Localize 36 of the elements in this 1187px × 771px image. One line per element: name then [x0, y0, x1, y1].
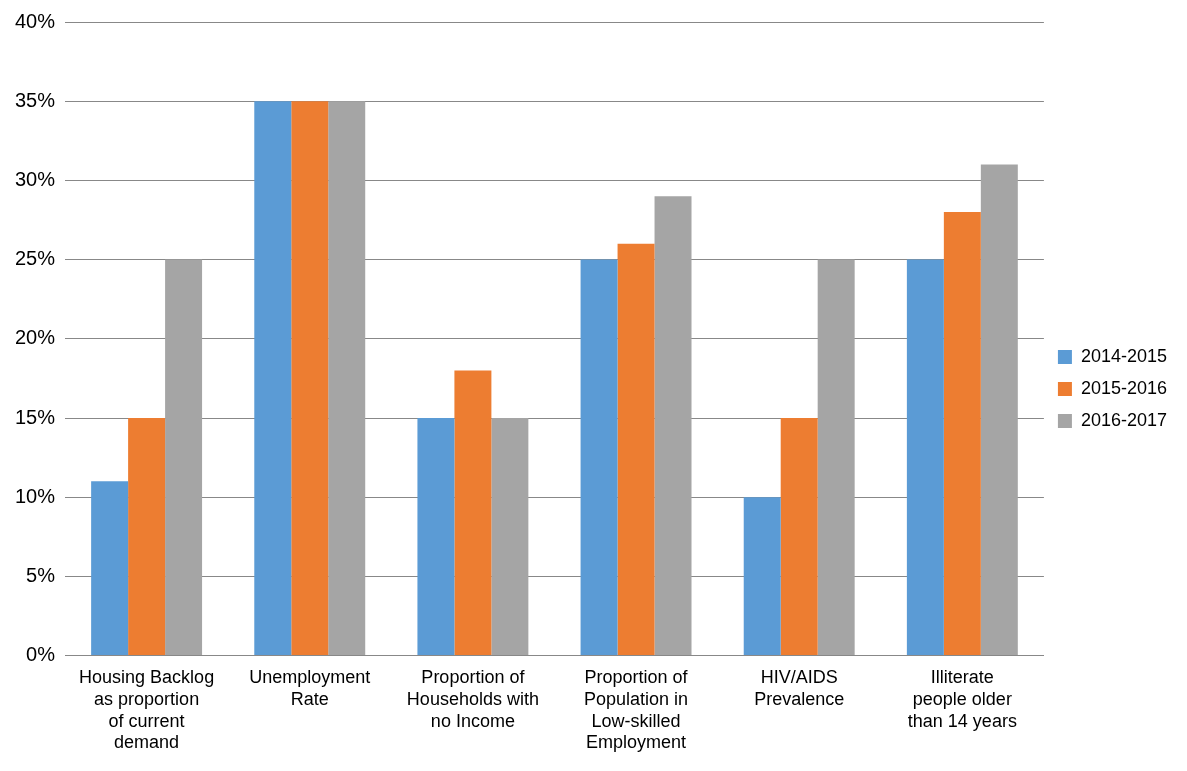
- legend-label: 2015-2016: [1080, 377, 1168, 398]
- y-tick-label: 10%: [15, 484, 56, 507]
- x-tick-label: Illiterate people older than 14 years: [907, 667, 1017, 731]
- bar: [128, 418, 166, 656]
- bar: [617, 243, 655, 656]
- y-tick-label: 30%: [15, 167, 56, 190]
- bar: [254, 101, 292, 656]
- bar: [654, 196, 692, 656]
- bar: [906, 259, 944, 656]
- y-tick-label: 5%: [26, 563, 56, 586]
- x-tick-label: Proportion of Households with no Income: [406, 667, 539, 731]
- bar: [91, 481, 129, 656]
- legend-label: 2016-2017: [1080, 409, 1168, 430]
- y-tick-label: 20%: [15, 326, 56, 349]
- legend-label: 2014-2015: [1080, 345, 1168, 366]
- y-tick-label: 0%: [26, 643, 56, 666]
- x-tick-label: Unemployment Rate: [249, 667, 371, 709]
- bar: [743, 497, 781, 656]
- y-tick-label: 40%: [15, 9, 56, 32]
- x-tick-label: Housing Backlog as proportion of current demand: [79, 667, 215, 753]
- bar: [943, 212, 981, 656]
- x-tick-label: HIV/AIDS Prevalence: [754, 667, 845, 709]
- bar: [165, 259, 203, 656]
- bar: [291, 101, 329, 656]
- y-tick-label: 15%: [15, 405, 56, 428]
- bar: [491, 418, 529, 656]
- x-tick-label: Proportion of Population in Low-skilled Employment: [584, 667, 689, 753]
- bar: [980, 164, 1018, 656]
- bar: [417, 418, 455, 656]
- bar: [817, 259, 855, 656]
- bar: [580, 259, 618, 656]
- bar: [328, 101, 366, 656]
- bar: [454, 370, 492, 656]
- y-tick-label: 35%: [15, 88, 56, 111]
- bar: [780, 418, 818, 656]
- y-tick-label: 25%: [15, 247, 56, 270]
